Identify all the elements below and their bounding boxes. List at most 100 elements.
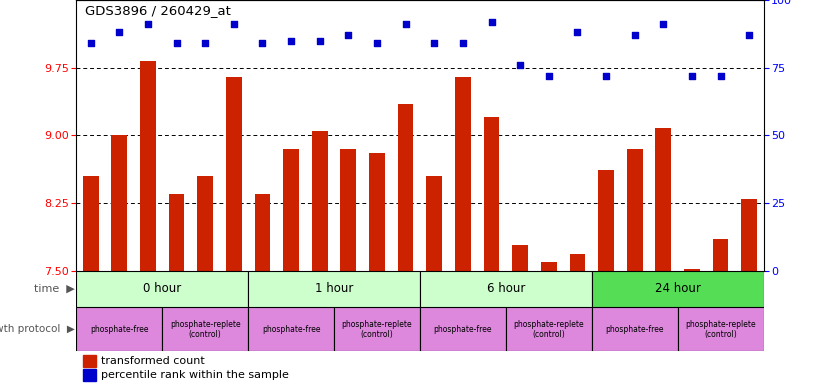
Bar: [684, 269, 699, 271]
Bar: [312, 131, 328, 271]
Bar: [677, 307, 764, 351]
Text: growth protocol  ▶: growth protocol ▶: [0, 324, 75, 334]
Text: GSM618337: GSM618337: [458, 273, 467, 325]
Point: [485, 18, 498, 25]
Bar: [455, 77, 470, 271]
Text: GSM618339: GSM618339: [631, 273, 640, 325]
Bar: [541, 262, 557, 271]
Bar: [248, 307, 334, 351]
Text: GSM618328: GSM618328: [516, 273, 525, 325]
Text: phosphate-free: phosphate-free: [90, 325, 149, 334]
Bar: [484, 118, 499, 271]
Text: GSM618326: GSM618326: [344, 273, 353, 325]
Bar: [626, 149, 643, 271]
Bar: [592, 271, 621, 330]
Bar: [649, 271, 677, 330]
Point: [342, 32, 355, 38]
Bar: [570, 255, 585, 271]
Bar: [76, 271, 105, 330]
Bar: [363, 271, 392, 330]
Bar: [706, 271, 735, 330]
Bar: [592, 307, 677, 351]
Text: transformed count: transformed count: [101, 356, 205, 366]
Point: [456, 40, 470, 46]
Bar: [112, 136, 127, 271]
Bar: [420, 271, 592, 307]
Text: phosphate-replete
(control): phosphate-replete (control): [170, 319, 241, 339]
Bar: [83, 355, 95, 367]
Bar: [735, 271, 764, 330]
Bar: [677, 271, 706, 330]
Point: [657, 21, 670, 27]
Bar: [163, 271, 190, 330]
Text: percentile rank within the sample: percentile rank within the sample: [101, 370, 289, 380]
Point: [112, 30, 126, 36]
Bar: [277, 271, 305, 330]
Point: [227, 21, 241, 27]
Point: [686, 73, 699, 79]
Bar: [83, 369, 95, 381]
Bar: [341, 149, 356, 271]
Bar: [76, 307, 163, 351]
Point: [514, 62, 527, 68]
Text: phosphate-free: phosphate-free: [262, 325, 320, 334]
Bar: [397, 104, 414, 271]
Point: [285, 38, 298, 44]
Point: [170, 40, 183, 46]
Text: GSM618345: GSM618345: [487, 273, 496, 325]
Bar: [392, 271, 420, 330]
Bar: [334, 307, 420, 351]
Text: GSM618324: GSM618324: [172, 273, 181, 325]
Bar: [255, 194, 270, 271]
Text: GSM618331: GSM618331: [602, 273, 611, 325]
Point: [256, 40, 269, 46]
Bar: [448, 271, 477, 330]
Point: [714, 73, 727, 79]
Text: GSM618341: GSM618341: [144, 273, 153, 325]
Text: 0 hour: 0 hour: [143, 283, 181, 295]
Bar: [563, 271, 592, 330]
Bar: [713, 239, 728, 271]
Text: GSM618327: GSM618327: [258, 273, 267, 325]
Point: [199, 40, 212, 46]
Text: GSM618332: GSM618332: [200, 273, 209, 325]
Bar: [369, 154, 385, 271]
Point: [542, 73, 555, 79]
Text: GSM618347: GSM618347: [658, 273, 667, 325]
Point: [370, 40, 383, 46]
Bar: [506, 307, 592, 351]
Text: GSM618334: GSM618334: [373, 273, 382, 325]
Bar: [512, 245, 528, 271]
Bar: [105, 271, 134, 330]
Bar: [248, 271, 420, 307]
Bar: [621, 271, 649, 330]
Bar: [226, 77, 241, 271]
Point: [743, 32, 756, 38]
Text: phosphate-replete
(control): phosphate-replete (control): [686, 319, 756, 339]
Bar: [655, 128, 672, 271]
Point: [628, 32, 641, 38]
Text: phosphate-replete
(control): phosphate-replete (control): [342, 319, 412, 339]
Text: GSM618335: GSM618335: [287, 273, 296, 325]
Bar: [599, 170, 614, 271]
Point: [313, 38, 326, 44]
Text: GSM618329: GSM618329: [429, 273, 438, 325]
Point: [141, 21, 154, 27]
Bar: [134, 271, 163, 330]
Text: GSM618342: GSM618342: [401, 273, 410, 325]
Text: phosphate-free: phosphate-free: [433, 325, 492, 334]
Text: GSM618340: GSM618340: [229, 273, 238, 325]
Text: GSM618343: GSM618343: [315, 273, 324, 325]
Text: GSM618338: GSM618338: [716, 273, 725, 325]
Bar: [248, 271, 277, 330]
Bar: [197, 176, 213, 271]
Bar: [168, 194, 185, 271]
Bar: [592, 271, 764, 307]
Text: GSM618336: GSM618336: [544, 273, 553, 325]
Text: 1 hour: 1 hour: [315, 283, 353, 295]
Bar: [477, 271, 506, 330]
Bar: [76, 271, 248, 307]
Point: [84, 40, 97, 46]
Text: GSM618325: GSM618325: [86, 273, 95, 325]
Bar: [334, 271, 363, 330]
